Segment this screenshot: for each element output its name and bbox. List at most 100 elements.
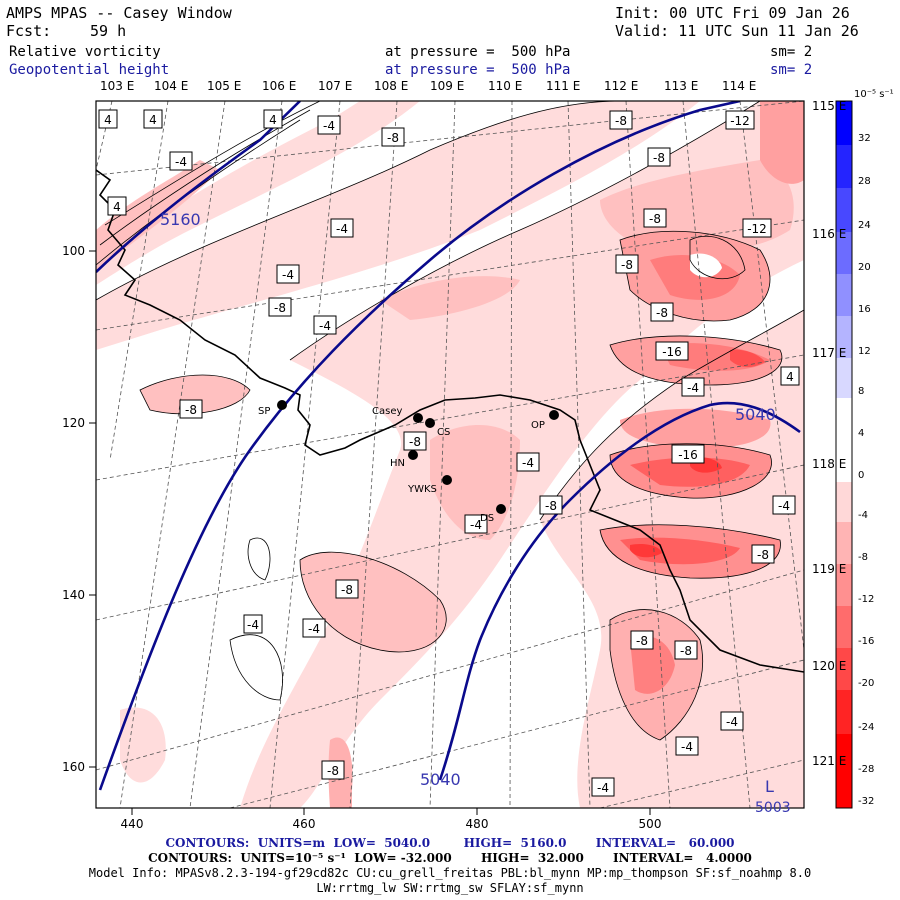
svg-text:-8: -8 — [656, 306, 668, 320]
vorticity-labels: 4 4 4 -4 -8 -4 4 -4 -4 -8 -4 -8 -8 -4 -8… — [98, 109, 800, 797]
x-tick-440: 440 — [121, 817, 144, 831]
station-marker-sp — [277, 400, 287, 410]
map-frame — [95, 100, 805, 809]
y-tick-160: 160 — [62, 760, 85, 774]
x-tick-500: 500 — [639, 817, 662, 831]
x-tick-460: 460 — [293, 817, 316, 831]
colorbar-cell-5 — [836, 316, 852, 358]
y-tick-140: 140 — [62, 588, 85, 602]
colorbar-cell-6 — [836, 358, 852, 398]
station-label-ywks: YWKS — [407, 484, 437, 495]
station-label-hn: HN — [390, 458, 405, 469]
y-tick-120: 120 — [62, 416, 85, 430]
vort-label: -4 — [772, 495, 796, 515]
colorbar — [835, 100, 853, 809]
lon-label-103: 103 E — [100, 79, 134, 93]
field1-smoothing: sm= 2 — [770, 44, 813, 60]
field2-level: at pressure = 500 hPa — [385, 62, 571, 78]
vort-label: -4 — [591, 777, 615, 797]
vort-label: -16 — [671, 444, 705, 464]
colorbar-cell-3 — [836, 232, 852, 274]
vort-label: -4 — [313, 315, 337, 335]
lon-label-118: 118 E — [812, 457, 846, 471]
svg-text:-8: -8 — [649, 212, 661, 226]
vort-label: 4 — [780, 366, 800, 386]
svg-text:-8: -8 — [327, 764, 339, 778]
colorbar-label-4: 4 — [858, 428, 864, 439]
vort-label: 4 — [143, 109, 163, 129]
y-tick-100: 100 — [62, 244, 85, 258]
svg-text:-4: -4 — [470, 518, 482, 532]
colorbar-cell-11 — [836, 564, 852, 606]
map-title: AMPS MPAS -- Casey Window — [6, 4, 232, 22]
lon-label-117: 117 E — [812, 346, 846, 360]
svg-text:-8: -8 — [341, 583, 353, 597]
colorbar-label-0: 0 — [858, 470, 864, 481]
svg-text:-4: -4 — [726, 715, 738, 729]
colorbar-cell-2 — [836, 188, 852, 232]
lon-label-112: 112 E — [604, 79, 638, 93]
stations: SP Casey CS HN YWKS OP DS — [258, 400, 559, 524]
lon-label-121: 121 E — [812, 754, 846, 768]
svg-text:-8: -8 — [545, 499, 557, 513]
vort-label: -16 — [655, 341, 689, 361]
lon-label-109: 109 E — [430, 79, 464, 93]
vort-label: -4 — [302, 618, 326, 638]
x-tick-480: 480 — [466, 817, 489, 831]
vort-label: -4 — [276, 264, 300, 284]
svg-text:-8: -8 — [274, 301, 286, 315]
vort-label: -8 — [751, 544, 775, 564]
station-marker-hn — [408, 450, 418, 460]
colorbar-label-m16: -16 — [858, 636, 874, 647]
vort-label: -4 — [720, 711, 744, 731]
field2-smoothing: sm= 2 — [770, 62, 813, 78]
svg-text:-8: -8 — [185, 403, 197, 417]
height-label-5003: 5003 — [755, 800, 791, 816]
height-contour-info: CONTOURS: UNITS=m LOW= 5040.0 HIGH= 5160… — [165, 836, 735, 850]
vort-label: -12 — [742, 218, 772, 238]
station-marker-ds — [496, 504, 506, 514]
colorbar-label-m20: -20 — [858, 678, 874, 689]
vort-label: -8 — [381, 127, 405, 147]
svg-text:-12: -12 — [730, 114, 750, 128]
vorticity-contours — [96, 101, 804, 741]
svg-text:-8: -8 — [621, 258, 633, 272]
svg-text:-16: -16 — [678, 448, 698, 462]
field2-name: Geopotential height — [9, 62, 170, 78]
vort-label: -4 — [330, 218, 354, 238]
height-label-5160: 5160 — [160, 210, 201, 229]
colorbar-label-20: 20 — [858, 262, 871, 273]
svg-text:-8: -8 — [757, 548, 769, 562]
svg-text:4: 4 — [269, 113, 277, 127]
colorbar-cell-4 — [836, 274, 852, 316]
lon-label-105: 105 E — [207, 79, 241, 93]
colorbar-label-32: 32 — [858, 133, 871, 144]
vort-label: -8 — [647, 147, 671, 167]
station-label-sp: SP — [258, 406, 270, 417]
vort-label: -8 — [539, 495, 563, 515]
svg-text:4: 4 — [104, 113, 112, 127]
colorbar-label-m24: -24 — [858, 722, 874, 733]
colorbar-label-8: 8 — [858, 386, 864, 397]
vort-label: -8 — [609, 110, 633, 130]
field1-name: Relative vorticity — [9, 44, 161, 60]
field1-level: at pressure = 500 hPa — [385, 44, 571, 60]
svg-text:-4: -4 — [308, 622, 320, 636]
forecast-hour: 59 h — [90, 22, 127, 40]
colorbar-label-m32: -32 — [858, 796, 874, 807]
vort-label: -8 — [674, 640, 698, 660]
svg-text:-8: -8 — [387, 131, 399, 145]
vort-label: -8 — [179, 399, 203, 419]
vort-label: -4 — [516, 452, 540, 472]
vort-label: -8 — [650, 302, 674, 322]
station-label-ds: DS — [480, 513, 494, 524]
colorbar-label-28: 28 — [858, 176, 871, 187]
svg-text:-4: -4 — [319, 319, 331, 333]
lon-label-119: 119 E — [812, 562, 846, 576]
colorbar-cell-9 — [836, 482, 852, 522]
lon-label-114: 114 E — [722, 79, 756, 93]
colorbar-cell-0 — [836, 101, 852, 145]
coastline — [96, 169, 804, 673]
svg-text:-4: -4 — [247, 618, 259, 632]
